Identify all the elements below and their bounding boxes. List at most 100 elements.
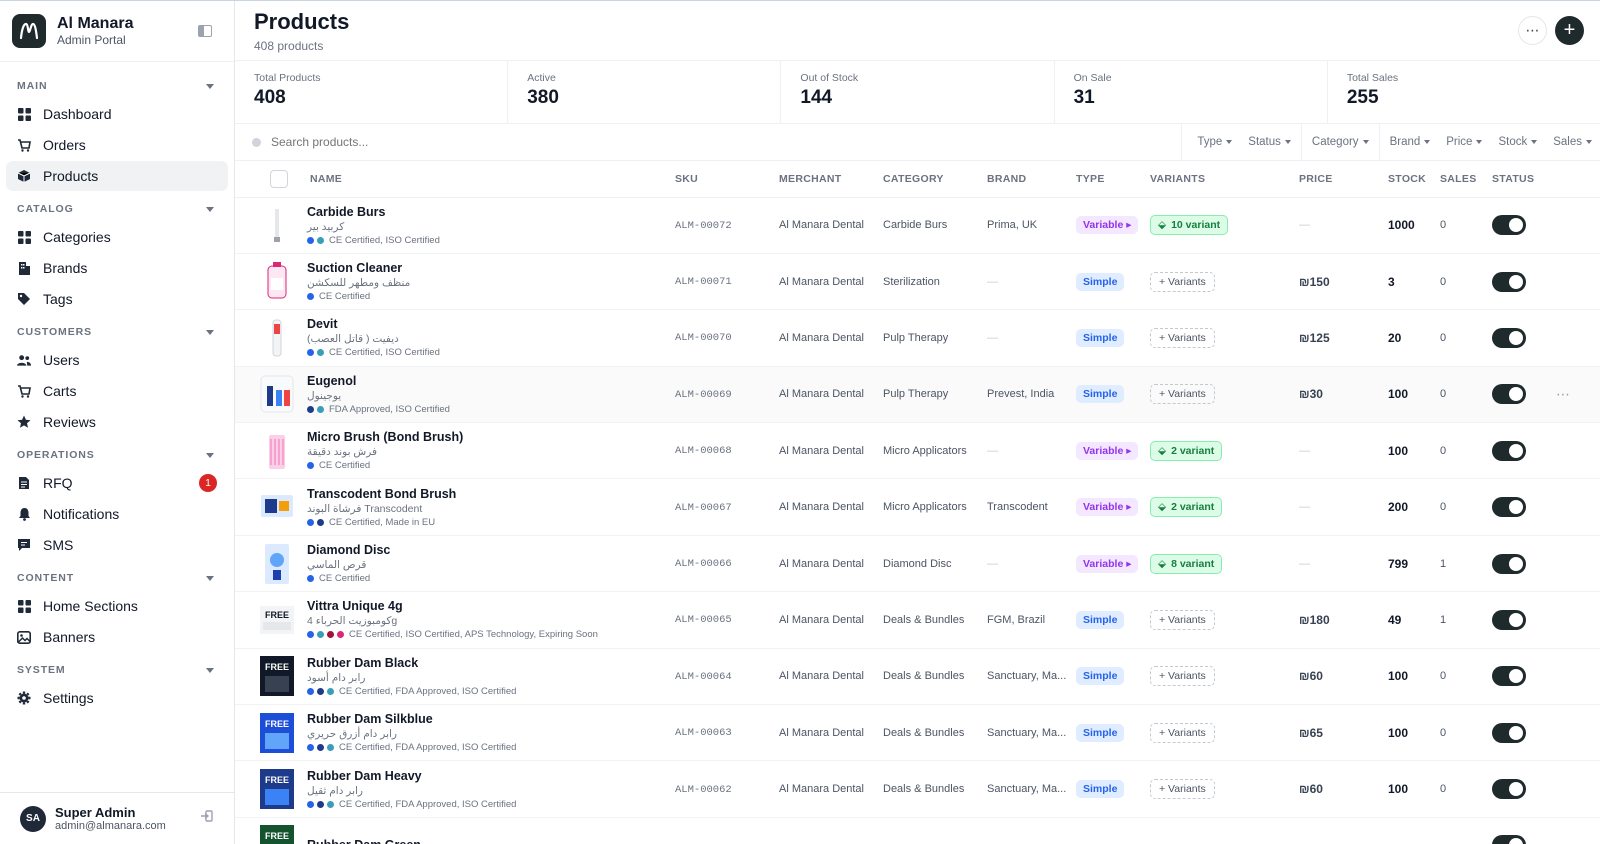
sidebar-item-notifications[interactable]: Notifications [6, 499, 228, 529]
add-variants-button[interactable]: + Variants [1150, 722, 1215, 743]
sidebar-item-categories[interactable]: Categories [6, 222, 228, 252]
sidebar-item-banners[interactable]: Banners [6, 622, 228, 652]
product-name[interactable]: Devit [307, 317, 338, 332]
section-system[interactable]: SYSTEM [0, 658, 234, 682]
sidebar-item-users[interactable]: Users [6, 345, 228, 375]
filter-brand[interactable]: Brand [1382, 124, 1439, 161]
filter-type[interactable]: Type [1189, 124, 1240, 161]
filter-status[interactable]: Status [1240, 124, 1299, 161]
product-name[interactable]: Micro Brush (Bond Brush) [307, 430, 464, 445]
status-toggle[interactable] [1492, 553, 1526, 574]
section-customers[interactable]: CUSTOMERS [0, 320, 234, 344]
column-header[interactable]: PRICE [1299, 172, 1333, 185]
status-toggle[interactable] [1492, 835, 1526, 844]
product-thumbnail[interactable]: FREE [259, 598, 295, 642]
filter-category[interactable]: Category [1304, 124, 1377, 161]
search-input[interactable] [271, 135, 571, 149]
product-name[interactable]: Rubber Dam Heavy [307, 768, 422, 783]
product-thumbnail[interactable] [259, 203, 295, 247]
status-toggle[interactable] [1492, 327, 1526, 348]
table-row[interactable]: FREE Rubber Dam Silkblue رابر دام أزرق ح… [235, 704, 1600, 762]
column-header[interactable]: CATEGORY [883, 172, 944, 185]
type-badge-variable[interactable]: Variable ▸ [1076, 498, 1139, 517]
sidebar-item-home-sections[interactable]: Home Sections [6, 591, 228, 621]
table-row[interactable]: FREE Vittra Unique 4g كومبوزيت الحرباء 4… [235, 591, 1600, 649]
sidebar-item-carts[interactable]: Carts [6, 376, 228, 406]
variants-tag[interactable]: ⬙ 10 variant [1150, 215, 1229, 236]
sidebar-item-dashboard[interactable]: Dashboard [6, 99, 228, 129]
table-row[interactable]: FREE Rubber Dam Black رابر دام أسود CE C… [235, 648, 1600, 706]
product-name[interactable]: Suction Cleaner [307, 261, 403, 276]
table-row[interactable]: FREE Rubber Dam Heavy رابر دام ثقيل CE C… [235, 760, 1600, 818]
status-toggle[interactable] [1492, 384, 1526, 405]
status-toggle[interactable] [1492, 609, 1526, 630]
row-more-icon[interactable]: ⋯ [1556, 385, 1570, 402]
select-all-checkbox[interactable] [270, 169, 288, 188]
type-badge-variable[interactable]: Variable ▸ [1076, 441, 1139, 460]
table-row[interactable]: Eugenol يوجينول FDA Approved, ISO Certif… [235, 366, 1600, 424]
column-header[interactable]: TYPE [1076, 172, 1105, 185]
product-name[interactable]: Rubber Dam Black [307, 655, 419, 670]
column-header[interactable]: MERCHANT [779, 172, 842, 185]
status-toggle[interactable] [1492, 722, 1526, 743]
section-content[interactable]: CONTENT [0, 566, 234, 590]
column-header[interactable]: SKU [675, 172, 699, 185]
logout-icon[interactable] [200, 809, 214, 828]
add-variants-button[interactable]: + Variants [1150, 271, 1215, 292]
product-thumbnail[interactable]: FREE [259, 711, 295, 755]
status-toggle[interactable] [1492, 271, 1526, 292]
sidebar-item-sms[interactable]: SMS [6, 530, 228, 560]
table-row[interactable]: Carbide Burs كربيد بير CE Certified, ISO… [235, 197, 1600, 254]
avatar[interactable]: SA [20, 805, 46, 832]
add-variants-button[interactable]: + Variants [1150, 779, 1215, 800]
type-badge-variable[interactable]: Variable ▸ [1076, 216, 1139, 235]
sidebar-item-tags[interactable]: Tags [6, 284, 228, 314]
filter-price[interactable]: Price [1438, 124, 1490, 161]
sidebar-item-orders[interactable]: Orders [6, 130, 228, 160]
table-row[interactable]: FREE Rubber Dam Green [235, 817, 1600, 844]
table-row[interactable]: Diamond Disc قرص الماسي CE Certified ALM… [235, 535, 1600, 593]
more-options-button[interactable]: ⋯ [1518, 16, 1547, 45]
sidebar-item-settings[interactable]: Settings [6, 683, 228, 713]
variants-tag[interactable]: ⬙ 8 variant [1150, 553, 1223, 574]
status-toggle[interactable] [1492, 215, 1526, 236]
table-row[interactable]: Transcodent Bond Brush فرشاة البوند Tran… [235, 478, 1600, 536]
sidebar-item-products[interactable]: Products [6, 161, 228, 191]
status-toggle[interactable] [1492, 497, 1526, 518]
add-variants-button[interactable]: + Variants [1150, 384, 1215, 405]
column-header[interactable]: NAME [310, 172, 343, 185]
table-row[interactable]: Devit ديفيت ( قاتل العصب) CE Certified, … [235, 309, 1600, 367]
section-main[interactable]: MAIN [0, 74, 234, 98]
product-name[interactable]: Rubber Dam Silkblue [307, 712, 433, 727]
status-toggle[interactable] [1492, 779, 1526, 800]
section-operations[interactable]: OPERATIONS [0, 443, 234, 467]
product-name[interactable]: Rubber Dam Green [307, 838, 675, 844]
product-thumbnail[interactable] [259, 372, 295, 416]
variants-tag[interactable]: ⬙ 2 variant [1150, 440, 1223, 461]
table-row[interactable]: Micro Brush (Bond Brush) فرش بوند دقيقة … [235, 422, 1600, 480]
sidebar-item-brands[interactable]: Brands [6, 253, 228, 283]
variants-tag[interactable]: ⬙ 2 variant [1150, 497, 1223, 518]
section-catalog[interactable]: CATALOG [0, 197, 234, 221]
sidebar-toggle-icon[interactable] [198, 25, 212, 37]
column-header[interactable]: STOCK [1388, 172, 1427, 185]
add-variants-button[interactable]: + Variants [1150, 666, 1215, 687]
filter-stock[interactable]: Stock [1490, 124, 1545, 161]
status-toggle[interactable] [1492, 666, 1526, 687]
filter-sales[interactable]: Sales [1545, 124, 1600, 161]
add-variants-button[interactable]: + Variants [1150, 327, 1215, 348]
sidebar-item-rfq[interactable]: RFQ 1 [6, 468, 228, 498]
table-row[interactable]: Suction Cleaner منظف ومطهر للسكشن CE Cer… [235, 253, 1600, 311]
product-name[interactable]: Carbide Burs [307, 204, 386, 219]
add-variants-button[interactable]: + Variants [1150, 609, 1215, 630]
product-thumbnail[interactable]: FREE [259, 767, 295, 811]
sidebar-item-reviews[interactable]: Reviews [6, 407, 228, 437]
product-name[interactable]: Eugenol [307, 373, 357, 388]
add-product-button[interactable]: + [1555, 16, 1584, 45]
product-name[interactable]: Vittra Unique 4g [307, 599, 403, 614]
product-thumbnail[interactable] [259, 542, 295, 586]
status-toggle[interactable] [1492, 440, 1526, 461]
product-name[interactable]: Diamond Disc [307, 543, 391, 558]
column-header[interactable]: STATUS [1492, 172, 1535, 185]
type-badge-variable[interactable]: Variable ▸ [1076, 554, 1139, 573]
